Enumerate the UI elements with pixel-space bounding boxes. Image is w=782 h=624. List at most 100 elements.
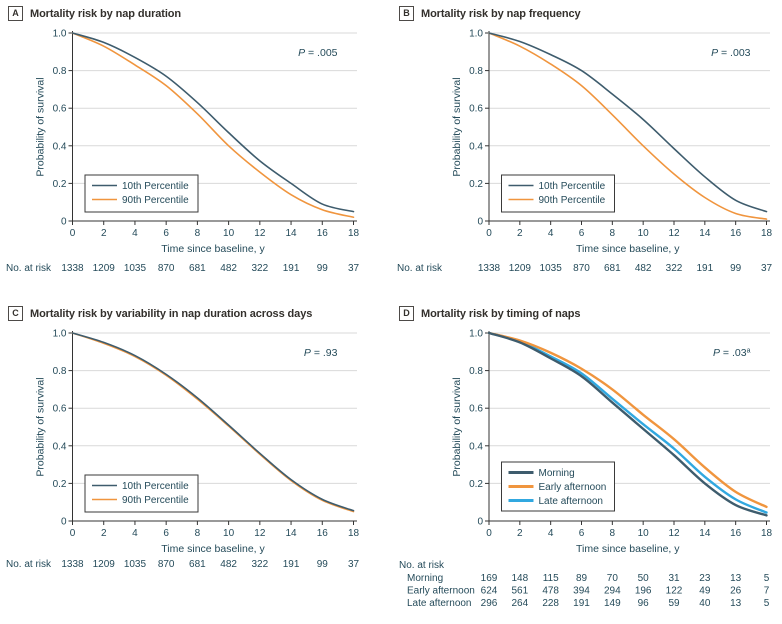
- at-risk-value: 870: [158, 263, 175, 274]
- legend-label: Late afternoon: [539, 496, 604, 507]
- x-tick-label: 10: [223, 228, 235, 239]
- x-tick-label: 10: [638, 528, 650, 539]
- at-risk-value: 1035: [540, 263, 563, 274]
- x-tick-label: 12: [254, 228, 266, 239]
- y-tick-label: 0.6: [469, 404, 483, 415]
- at-risk-value: 31: [668, 573, 680, 584]
- y-tick-label: 0.2: [469, 179, 483, 190]
- at-risk-value: 482: [220, 263, 237, 274]
- legend-label: 90th Percentile: [122, 495, 189, 506]
- at-risk-value: 13: [730, 573, 742, 584]
- x-axis-title: Time since baseline, y: [576, 243, 680, 255]
- y-tick-label: 0: [61, 217, 67, 228]
- legend-box: [84, 474, 199, 513]
- survival-curve-90th-percentile: [488, 32, 768, 220]
- at-risk-value: 191: [696, 263, 713, 274]
- at-risk-value: 70: [607, 573, 619, 584]
- at-risk-value: 264: [511, 598, 528, 609]
- at-risk-value: 1338: [478, 263, 501, 274]
- at-risk-value: 99: [317, 263, 329, 274]
- survival-chart-nap-duration: 0 0.2 0.4 0.6 0.8 1.0 0 2 4 6 8 10 12 14 16 18 Time sinc…: [6, 29, 360, 275]
- at-risk-value: 561: [511, 586, 528, 597]
- legend-label: Early afternoon: [539, 482, 607, 493]
- at-risk-value: 26: [730, 586, 742, 597]
- p-value-label: P = .003: [711, 47, 751, 59]
- y-tick-label: 1.0: [469, 29, 483, 40]
- x-tick-label: 8: [195, 528, 201, 539]
- at-risk-label: No. at risk: [6, 263, 52, 274]
- at-risk-value: 681: [189, 559, 206, 570]
- x-tick-label: 4: [548, 528, 554, 539]
- at-risk-value: 1338: [61, 559, 84, 570]
- at-risk-value: 122: [666, 586, 683, 597]
- y-tick-label: 0: [477, 517, 483, 528]
- at-risk-value: 681: [189, 263, 206, 274]
- p-value-label: P = .93: [304, 347, 338, 359]
- at-risk-row-label: Early afternoon: [407, 586, 475, 597]
- y-tick-label: 0.6: [53, 104, 67, 115]
- x-tick-label: 2: [101, 528, 107, 539]
- at-risk-value: 50: [638, 573, 650, 584]
- panel-c: C Mortality risk by variability in nap d…: [0, 300, 391, 624]
- x-tick-label: 16: [730, 528, 742, 539]
- legend-label: Morning: [539, 468, 575, 479]
- at-risk-value: 5: [764, 598, 770, 609]
- panel-letter: D: [399, 306, 414, 321]
- p-value-label: P = .005: [298, 47, 338, 59]
- x-tick-label: 18: [348, 528, 360, 539]
- panel-title: Mortality risk by timing of naps: [421, 307, 581, 320]
- at-risk-value: 482: [220, 559, 237, 570]
- x-tick-label: 16: [317, 228, 329, 239]
- p-value-label: P = .03a: [713, 347, 751, 359]
- x-tick-label: 8: [195, 228, 201, 239]
- panel-c-header: C Mortality risk by variability in nap d…: [8, 306, 312, 321]
- at-risk-value: 1035: [124, 263, 147, 274]
- x-tick-label: 18: [761, 528, 773, 539]
- panel-letter: B: [399, 6, 414, 21]
- x-tick-label: 12: [668, 528, 680, 539]
- panel-a: A Mortality risk by nap duration 0 0.2 0.4…: [0, 0, 391, 300]
- at-risk-value: 99: [730, 263, 742, 274]
- legend-label: 10th Percentile: [122, 181, 189, 192]
- y-tick-label: 1.0: [53, 329, 67, 340]
- panel-title: Mortality risk by variability in nap dur…: [30, 307, 313, 320]
- x-tick-label: 12: [254, 528, 266, 539]
- at-risk-value: 191: [283, 559, 300, 570]
- x-tick-label: 6: [579, 228, 585, 239]
- at-risk-row-label: Morning: [407, 573, 443, 584]
- y-tick-label: 0: [61, 517, 67, 528]
- y-tick-label: 0.6: [469, 104, 483, 115]
- at-risk-value: 478: [542, 586, 559, 597]
- at-risk-value: 191: [573, 598, 590, 609]
- at-risk-value: 59: [668, 598, 680, 609]
- x-tick-label: 8: [610, 528, 616, 539]
- at-risk-label: No. at risk: [6, 559, 52, 570]
- survival-chart-nap-variability: 0 0.2 0.4 0.6 0.8 1.0 0 2 4 6 8 10 12 14 16 18 Time sinc…: [6, 329, 360, 571]
- at-risk-value: 1338: [61, 263, 84, 274]
- y-axis-title: Probability of survival: [35, 377, 47, 476]
- x-tick-label: 2: [101, 228, 107, 239]
- x-tick-label: 18: [348, 228, 360, 239]
- x-axis-title: Time since baseline, y: [161, 543, 265, 555]
- x-tick-label: 0: [486, 228, 492, 239]
- y-tick-label: 0.4: [469, 141, 483, 152]
- at-risk-value: 115: [543, 573, 559, 584]
- x-tick-label: 14: [285, 228, 297, 239]
- x-tick-label: 14: [699, 528, 711, 539]
- at-risk-value: 322: [666, 263, 683, 274]
- x-tick-label: 16: [317, 528, 329, 539]
- panel-title: Mortality risk by nap frequency: [421, 7, 581, 20]
- survival-curve-90th-percentile: [71, 332, 355, 513]
- x-tick-label: 16: [730, 228, 742, 239]
- survival-curve-10th-percentile: [488, 32, 768, 213]
- y-tick-label: 0.2: [53, 479, 67, 490]
- x-tick-label: 6: [163, 528, 169, 539]
- survival-chart-nap-frequency: 0 0.2 0.4 0.6 0.8 1.0 0 2 4 6 8 10 12 14 16 18 Time sinc…: [397, 29, 772, 275]
- at-risk-value: 624: [481, 586, 498, 597]
- x-tick-label: 2: [517, 528, 523, 539]
- at-risk-value: 37: [348, 559, 360, 570]
- y-tick-label: 0.2: [469, 479, 483, 490]
- x-tick-label: 6: [579, 528, 585, 539]
- x-tick-label: 0: [70, 528, 76, 539]
- at-risk-value: 49: [699, 586, 711, 597]
